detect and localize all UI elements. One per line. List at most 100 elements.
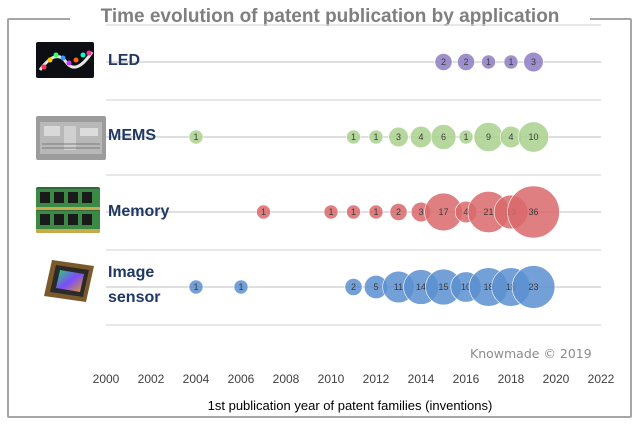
bubble-value-label: 1 — [238, 282, 243, 292]
bubble-value-label: 4 — [418, 132, 423, 142]
bubble-circle — [458, 129, 474, 145]
bubble-memory-2019: 36 — [507, 185, 560, 239]
bubble-mems-2013: 3 — [388, 126, 409, 148]
bubble-mems-2012: 1 — [368, 129, 384, 145]
bubble-circle — [434, 53, 453, 71]
bubble-value-label: 1 — [193, 132, 198, 142]
x-tick-label: 2000 — [92, 372, 120, 386]
bubble-value-label: 10 — [528, 132, 538, 142]
bubble-circle — [344, 278, 363, 296]
bubble-led-2019: 3 — [523, 51, 544, 73]
bubble-circle — [368, 204, 384, 220]
bubble-circle — [346, 129, 361, 145]
bubble-value-label: 2 — [351, 282, 356, 292]
x-tick-label: 2014 — [407, 372, 435, 386]
bubble-image-sensor-2019: 23 — [511, 265, 556, 309]
bubble-value-label: 2 — [463, 57, 468, 67]
bubble-circle — [368, 129, 384, 145]
bubble-value-label: 1 — [486, 57, 491, 67]
x-axis-label: 1st publication year of patent families … — [207, 398, 493, 413]
bubble-mems-2017: 9 — [473, 122, 504, 152]
bubble-value-label: 2 — [396, 207, 401, 217]
bubble-image-sensor-2006: 1 — [233, 279, 249, 295]
bubble-led-2015: 2 — [434, 53, 453, 71]
bubble-led-2017: 1 — [481, 54, 496, 70]
bubble-circle — [188, 279, 204, 295]
bubble-circle — [457, 53, 475, 71]
bubble-led-2018: 1 — [503, 54, 519, 70]
bubble-value-label: 14 — [416, 282, 426, 292]
bubble-value-label: 21 — [483, 207, 493, 217]
bubble-value-label: 6 — [441, 132, 446, 142]
bubble-memory-2012: 1 — [368, 204, 384, 220]
bubble-value-label: 17 — [438, 207, 448, 217]
chart-title: Time evolution of patent publication by … — [70, 4, 590, 30]
mems-label: MEMS — [108, 127, 156, 144]
x-tick-label: 2006 — [227, 372, 255, 386]
bubble-circle — [346, 204, 361, 220]
bubble-value-label: 1 — [193, 282, 198, 292]
bubble-led-2016: 2 — [457, 53, 475, 71]
bubble-memory-2013: 2 — [389, 203, 408, 221]
bubble-value-label: 1 — [328, 207, 333, 217]
memory-module-photo — [36, 187, 100, 233]
bubble-value-label: 9 — [486, 132, 491, 142]
bubble-image-sensor-2004: 1 — [188, 279, 204, 295]
image-sensor-chip-photo — [42, 258, 96, 304]
bubble-value-label: 23 — [528, 282, 538, 292]
bubble-value-label: 18 — [506, 282, 516, 292]
bubble-circle — [507, 185, 560, 239]
bubble-value-label: 11 — [394, 282, 403, 292]
bubble-circle — [430, 124, 457, 150]
bubble-circle — [389, 203, 408, 221]
bubble-value-label: 1 — [373, 207, 378, 217]
bubble-mems-2014: 4 — [409, 125, 433, 149]
bubble-mems-2016: 1 — [458, 129, 474, 145]
x-tick-label: 2016 — [452, 372, 480, 386]
bubble-value-label: 18 — [483, 282, 493, 292]
bubble-circle — [503, 54, 519, 70]
x-tick-label: 2002 — [137, 372, 165, 386]
bubble-mems-2004: 1 — [188, 129, 204, 145]
led-strip-photo — [36, 42, 94, 78]
x-tick-label: 2012 — [362, 372, 390, 386]
bubble-circle — [188, 129, 204, 145]
x-tick-label: 2018 — [497, 372, 525, 386]
image-sensor-label-line1: Image — [108, 264, 155, 281]
bubble-mems-2015: 6 — [430, 124, 457, 150]
bubble-circle — [481, 54, 496, 70]
bubble-circle — [523, 51, 544, 73]
bubble-circle — [517, 121, 550, 153]
bubble-value-label: 10 — [461, 282, 471, 292]
bubble-memory-2007: 1 — [256, 204, 271, 220]
bubble-image-sensor-2011: 2 — [344, 278, 363, 296]
watermark: Knowmade © 2019 — [470, 346, 592, 361]
bubble-mems-2019: 10 — [517, 121, 550, 153]
bubble-value-label: 2 — [441, 57, 446, 67]
bubble-value-label: 15 — [438, 282, 448, 292]
bubble-circle — [256, 204, 271, 220]
bubble-value-label: 36 — [528, 207, 538, 217]
bubble-value-label: 3 — [531, 57, 536, 67]
bubble-value-label: 3 — [418, 207, 423, 217]
bubble-circle — [388, 126, 409, 148]
bubble-value-label: 3 — [396, 132, 401, 142]
bubble-value-label: 1 — [261, 207, 266, 217]
image-sensor-label-line2: sensor — [108, 289, 161, 306]
bubble-circle — [511, 265, 556, 309]
bubble-mems-2011: 1 — [346, 129, 361, 145]
bubbles-layer: 2211311134619410111123174211336112511141… — [188, 51, 560, 309]
bubble-circle — [323, 204, 339, 220]
bubble-value-label: 1 — [351, 207, 356, 217]
memory-label: Memory — [108, 203, 170, 220]
mems-device-photo — [36, 116, 106, 160]
x-tick-label: 2020 — [542, 372, 570, 386]
bubble-value-label: 1 — [351, 132, 356, 142]
bubble-circle — [233, 279, 249, 295]
bubble-value-label: 1 — [373, 132, 378, 142]
x-tick-label: 2004 — [182, 372, 210, 386]
bubble-memory-2011: 1 — [346, 204, 361, 220]
bubble-value-label: 1 — [508, 57, 513, 67]
bubble-value-label: 5 — [373, 282, 378, 292]
x-tick-label: 2008 — [272, 372, 300, 386]
